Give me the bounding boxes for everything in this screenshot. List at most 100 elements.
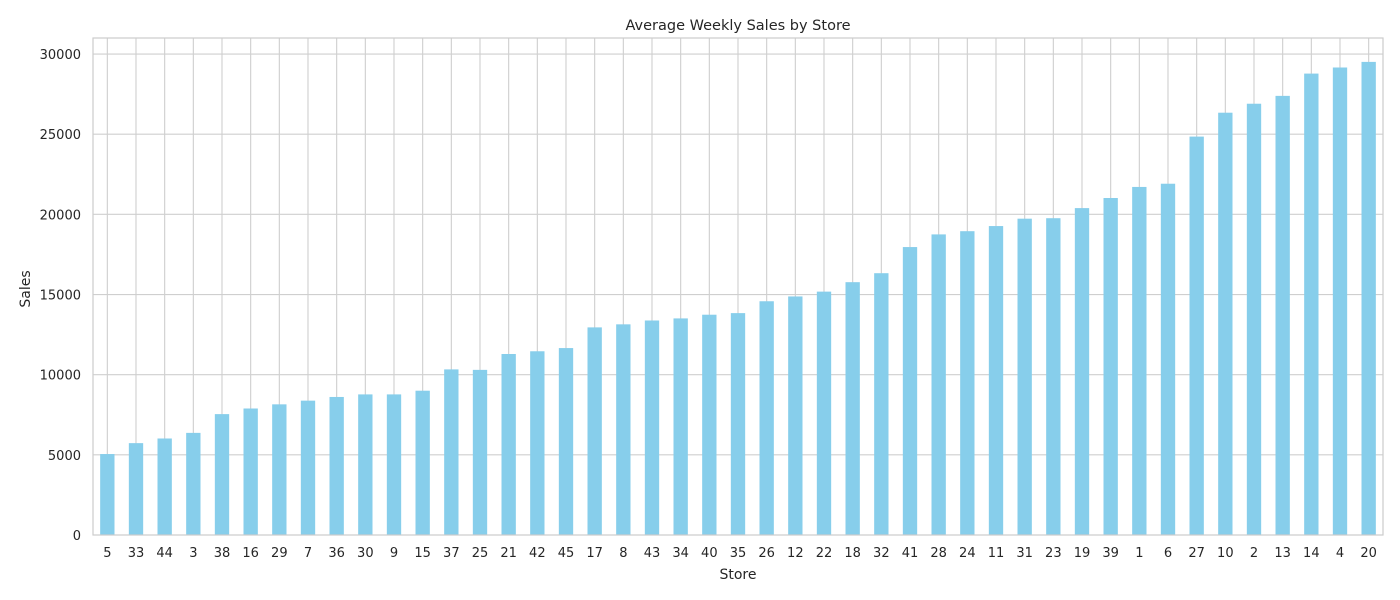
x-tick-label: 19 [1074,546,1091,561]
x-tick-label: 28 [930,546,947,561]
x-tick-label: 45 [558,546,575,561]
x-tick-label: 16 [242,546,259,561]
x-tick-label: 2 [1250,546,1258,561]
bar-store-28 [931,234,946,536]
x-tick-label: 23 [1045,546,1062,561]
x-tick-label: 30 [357,546,374,561]
x-tick-label: 40 [701,546,718,561]
x-tick-label: 8 [619,546,627,561]
bar-store-3 [186,432,201,535]
bar-store-19 [1074,208,1090,535]
x-tick-label: 37 [443,546,460,561]
x-tick-labels: 5 33 44 3 38 16 29 7 36 30 9 15 37 25 21 42 45 17 8 43 34 40 3… [103,546,1377,561]
x-tick-label: 3 [189,546,197,561]
bar-store-31 [1017,218,1032,536]
bar-store-15 [415,390,430,535]
bar-store-17 [587,327,602,535]
x-tick-label: 43 [644,546,661,561]
x-tick-label: 44 [156,546,173,561]
bar-store-13 [1275,95,1290,535]
bar-store-40 [702,314,717,535]
bar-store-33 [128,443,144,535]
x-tick-label: 29 [271,546,288,561]
bar-store-38 [214,414,230,535]
x-tick-label: 11 [988,546,1005,561]
bar-store-12 [788,296,803,535]
x-tick-label: 21 [500,546,517,561]
bar-store-44 [157,438,172,535]
x-tick-label: 34 [672,546,689,561]
bar-store-4 [1332,67,1348,535]
x-tick-label: 42 [529,546,546,561]
bar-store-6 [1160,183,1176,536]
x-tick-label: 35 [730,546,747,561]
x-axis-label: Store [719,567,756,583]
x-tick-label: 31 [1016,546,1033,561]
bar-store-14 [1304,73,1319,535]
bar-store-34 [673,318,688,535]
bar-store-36 [329,396,344,535]
bar-store-41 [902,247,918,535]
bar-store-9 [386,394,402,535]
bar-store-39 [1103,198,1118,535]
y-axis-label: Sales [18,270,34,307]
bar-store-16 [243,408,258,535]
bar-store-20 [1361,61,1376,536]
x-tick-label: 20 [1360,546,1377,561]
x-tick-label: 10 [1217,546,1234,561]
bar-store-5 [100,454,115,535]
bar-store-11 [988,226,1004,535]
chart-title: Average Weekly Sales by Store [625,18,850,34]
bar-store-8 [616,324,631,535]
x-tick-label: 7 [304,546,312,561]
bar-store-25 [472,369,488,535]
x-tick-label: 24 [959,546,976,561]
bar-store-29 [272,404,287,535]
y-tick-label: 25000 [40,128,81,143]
x-tick-label: 38 [214,546,231,561]
x-tick-label: 6 [1164,546,1172,561]
bar-store-1 [1132,186,1147,535]
x-tick-label: 41 [902,546,919,561]
x-tick-label: 25 [472,546,489,561]
bar-store-42 [530,351,545,535]
x-tick-label: 22 [816,546,833,561]
x-tick-label: 15 [414,546,431,561]
y-tick-label: 5000 [48,449,81,464]
bar-store-10 [1218,112,1233,535]
x-tick-label: 33 [128,546,145,561]
x-tick-label: 14 [1303,546,1320,561]
y-tick-label: 20000 [40,208,81,223]
y-tick-label: 10000 [40,369,81,384]
bar-store-30 [358,394,373,535]
x-tick-label: 4 [1336,546,1344,561]
bar-store-22 [816,291,832,535]
y-tick-label: 0 [73,529,81,544]
x-tick-label: 36 [328,546,345,561]
y-tick-label: 15000 [40,289,81,304]
bar-store-18 [845,282,860,535]
x-tick-label: 17 [586,546,603,561]
bar-store-43 [644,320,660,535]
x-tick-label: 5 [103,546,111,561]
bar-store-32 [874,273,889,535]
x-tick-label: 13 [1274,546,1291,561]
x-tick-label: 32 [873,546,890,561]
plot-frame [92,37,1384,536]
bar-store-26 [759,301,774,535]
bar-store-45 [558,348,574,535]
bar-store-24 [960,231,975,535]
bar-store-21 [501,353,516,535]
bars [100,61,1376,536]
bar-store-35 [730,313,746,535]
x-tick-label: 27 [1188,546,1205,561]
x-tick-label: 18 [844,546,861,561]
x-tick-label: 39 [1102,546,1119,561]
x-tick-label: 26 [758,546,775,561]
bar-store-27 [1189,136,1204,535]
x-tick-label: 9 [390,546,398,561]
bar-store-37 [444,369,459,535]
x-tick-label: 1 [1135,546,1143,561]
